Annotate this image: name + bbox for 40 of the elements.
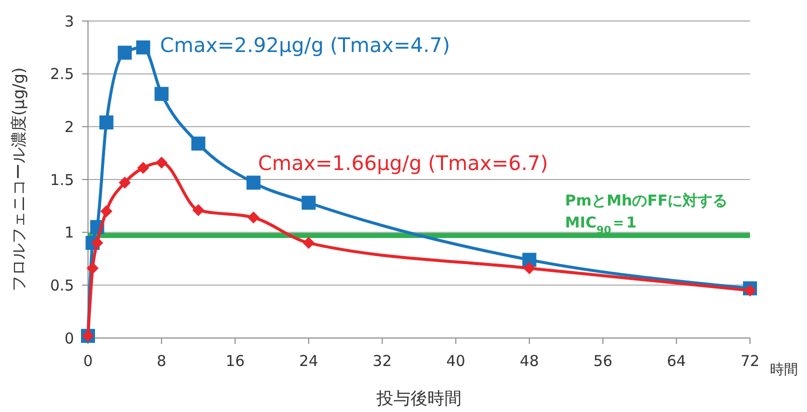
x-tick-label: 72: [740, 352, 760, 370]
point: [246, 176, 260, 190]
point: [86, 262, 99, 274]
text: 時間: [770, 362, 798, 378]
x-tick-label: 40: [446, 352, 466, 370]
point: [100, 205, 112, 218]
x-tick-label: 8: [156, 352, 166, 370]
point: [248, 212, 260, 224]
x-tick-label: 32: [372, 352, 392, 370]
y-tick-label: 2: [64, 118, 74, 136]
x-axis-title: 投与後時間: [376, 389, 462, 409]
y-tick-label: 3: [64, 12, 74, 30]
x-tick-label: 48: [520, 352, 539, 370]
y-axis-title: フロルフェニコール濃度(μg/g): [9, 67, 28, 292]
point: [156, 156, 168, 169]
point: [192, 204, 204, 216]
point: [99, 115, 114, 130]
point: [302, 236, 315, 249]
x-tick-label: 64: [666, 352, 686, 370]
point: [744, 284, 756, 296]
x-tick-label: 56: [593, 352, 612, 370]
y-tick-label: 0: [64, 329, 74, 348]
y-tick-label: 1.5: [50, 170, 74, 189]
y-tick-label: 0.5: [50, 276, 74, 294]
point: [136, 40, 150, 54]
point: [91, 236, 104, 249]
x-tick-label: 24: [299, 352, 318, 370]
x-tick-label: 16: [226, 352, 245, 370]
point: [118, 176, 131, 189]
y-tick-label: 2.5: [50, 65, 74, 84]
y-tick-label: 1: [64, 224, 74, 242]
annotation: Cmax=2.92μg/g (Tmax=4.7): [160, 33, 450, 57]
point: [191, 136, 206, 151]
point: [154, 86, 169, 101]
annotation: Cmax=1.66μg/g (Tmax=6.7): [258, 151, 548, 175]
point: [137, 162, 150, 174]
x-tick-label: 0: [83, 352, 93, 370]
point: [302, 196, 316, 210]
point: [523, 262, 536, 274]
point: [118, 46, 132, 60]
